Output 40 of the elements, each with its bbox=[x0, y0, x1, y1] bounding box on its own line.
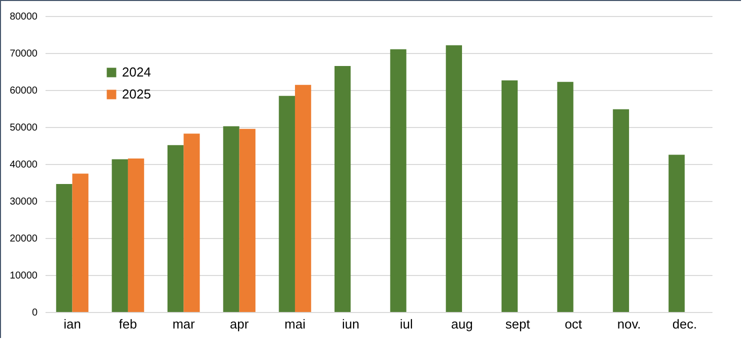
bar bbox=[557, 82, 574, 312]
y-tick-label: 30000 bbox=[10, 196, 38, 208]
bar bbox=[278, 96, 295, 312]
bar bbox=[612, 109, 630, 312]
bar bbox=[56, 184, 72, 312]
y-tick-label: 70000 bbox=[10, 48, 38, 60]
x-tick-label: sept bbox=[505, 316, 530, 332]
y-tick-label: 50000 bbox=[10, 122, 38, 134]
x-tick-label: iul bbox=[400, 316, 413, 332]
y-tick-label: 0 bbox=[32, 308, 38, 318]
x-tick-label: mai bbox=[284, 316, 306, 332]
legend-label: 2024 bbox=[122, 64, 151, 80]
x-tick-label: feb bbox=[118, 316, 137, 332]
bar bbox=[223, 126, 240, 312]
bar bbox=[239, 128, 256, 312]
bar bbox=[294, 84, 312, 312]
x-tick-label: dec. bbox=[672, 316, 698, 332]
y-tick-label: 20000 bbox=[10, 234, 38, 244]
bar bbox=[390, 49, 406, 312]
bar bbox=[112, 159, 128, 312]
bar bbox=[668, 154, 685, 312]
x-tick-label: iun bbox=[342, 316, 360, 332]
y-tick-label: 80000 bbox=[10, 12, 38, 22]
bar bbox=[184, 134, 200, 312]
legend-label: 2025 bbox=[122, 86, 151, 102]
bar bbox=[167, 145, 184, 312]
bar bbox=[502, 80, 518, 312]
x-tick-label: mar bbox=[172, 316, 196, 332]
y-tick-label: 40000 bbox=[10, 160, 38, 170]
bar bbox=[334, 66, 351, 312]
x-tick-label: ian bbox=[64, 316, 81, 332]
bar bbox=[72, 174, 88, 312]
bar bbox=[128, 158, 144, 312]
x-tick-label: oct bbox=[564, 316, 582, 332]
x-tick-label: apr bbox=[230, 316, 250, 332]
x-tick-label: nov. bbox=[617, 316, 641, 332]
y-tick-label: 60000 bbox=[10, 86, 38, 96]
x-tick-label: aug bbox=[451, 316, 473, 332]
y-tick-label: 10000 bbox=[10, 270, 38, 282]
bar bbox=[446, 45, 462, 312]
